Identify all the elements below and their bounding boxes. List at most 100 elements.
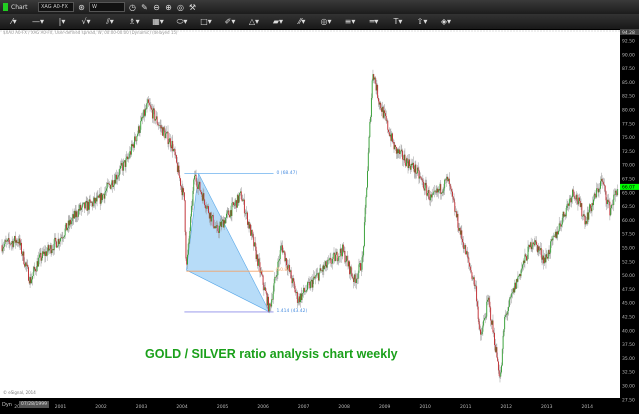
brush-icon[interactable]: ▰▾ — [272, 17, 284, 26]
candle — [66, 223, 68, 231]
candle — [170, 146, 172, 149]
candle — [387, 120, 389, 130]
x-tick-label: 2009 — [379, 404, 391, 410]
candle — [514, 282, 516, 293]
zoom-out-icon[interactable]: ⊖ — [153, 2, 160, 12]
candle — [53, 249, 54, 251]
candle — [10, 244, 12, 245]
pencil-icon[interactable]: ✎ — [141, 2, 148, 12]
candle — [213, 226, 215, 228]
candle — [290, 270, 292, 279]
candle — [49, 248, 51, 251]
x-tick-label: 2011 — [460, 404, 472, 410]
fib-icon[interactable]: ♗▾ — [128, 17, 140, 26]
triangle-icon[interactable]: △▾ — [248, 17, 260, 26]
candle — [16, 240, 18, 243]
ellipse-icon[interactable]: ⬭▾ — [176, 16, 188, 26]
candle — [400, 149, 402, 152]
y-tick-label: 47.50 — [622, 287, 635, 293]
candle — [509, 297, 511, 300]
candle — [462, 238, 464, 243]
candle — [394, 145, 396, 150]
candle — [148, 102, 150, 105]
date-box[interactable]: 07/28/1999 — [19, 401, 49, 408]
candle — [22, 251, 24, 256]
candle — [45, 251, 47, 256]
candle — [550, 239, 552, 242]
candle — [235, 200, 237, 203]
candle — [480, 329, 481, 335]
candle — [168, 142, 170, 145]
candle — [130, 144, 132, 155]
candle — [596, 188, 598, 198]
candle — [147, 99, 149, 104]
candle — [371, 80, 373, 98]
candle — [358, 264, 360, 273]
mode-label[interactable]: Dyn — [2, 402, 12, 408]
y-tick-label: 80.00 — [622, 108, 635, 114]
hline-icon[interactable]: —▾ — [31, 17, 44, 26]
clock-icon[interactable]: ◷ — [129, 2, 136, 12]
ray-icon[interactable]: ⁄⁄▾ — [298, 17, 306, 26]
candle — [276, 275, 278, 276]
candle — [396, 149, 398, 154]
tools-icon[interactable]: ⚒ — [188, 2, 197, 12]
arrow-icon[interactable]: ⇧▾ — [416, 17, 428, 26]
zoom-in-icon[interactable]: ⊕ — [165, 2, 172, 12]
bars-icon[interactable]: ═▾ — [369, 17, 379, 26]
candle — [494, 345, 496, 352]
candle — [463, 248, 465, 250]
plot-area — [0, 30, 620, 398]
candle — [206, 205, 208, 209]
candle — [526, 256, 527, 261]
candle — [243, 199, 245, 201]
candle — [132, 144, 134, 147]
candle — [92, 201, 94, 207]
candle — [353, 278, 354, 282]
candle — [94, 197, 96, 204]
candle — [17, 241, 19, 243]
rect-icon[interactable]: □▾ — [200, 17, 212, 26]
pencil-icon[interactable]: ✐▾ — [224, 17, 236, 26]
candle — [317, 273, 319, 274]
candle — [261, 274, 263, 276]
candle — [90, 201, 92, 203]
marker-icon[interactable]: ◈▾ — [440, 17, 452, 26]
x-tick-label: 2004 — [176, 404, 188, 410]
interval-select[interactable]: W — [89, 2, 125, 12]
target-icon[interactable]: ◎▾ — [320, 17, 332, 26]
candle — [124, 160, 126, 167]
candle — [30, 277, 32, 284]
symbol-input[interactable]: XAG A0-FX — [38, 2, 74, 12]
candle — [536, 241, 538, 245]
trend-icon[interactable]: √▾ — [81, 17, 91, 26]
candle — [426, 185, 428, 196]
candle — [442, 190, 444, 193]
grid-icon[interactable]: ▦▾ — [152, 17, 164, 26]
refresh-icon[interactable]: ◎ — [177, 2, 184, 12]
link-icon[interactable]: ⊛ — [78, 2, 85, 12]
candle — [455, 211, 457, 212]
candle — [112, 180, 114, 187]
candle — [518, 276, 520, 277]
candle — [389, 134, 391, 136]
candle — [61, 237, 63, 239]
chart-header: $XAU A0-FX / XAG A0-FX, User-defined spr… — [3, 30, 178, 35]
candle — [77, 209, 79, 217]
candle — [448, 178, 450, 182]
candle — [303, 287, 305, 293]
candle — [255, 246, 257, 260]
text-icon[interactable]: T▾ — [393, 17, 403, 26]
line-icon[interactable]: ⁄▾ — [11, 17, 17, 26]
candle — [527, 246, 529, 260]
candle — [594, 193, 596, 196]
candle — [307, 282, 308, 290]
candle — [83, 202, 85, 204]
candle — [300, 293, 301, 303]
channel-icon[interactable]: ⫽▾ — [106, 16, 114, 26]
candle — [167, 131, 169, 145]
vline-icon[interactable]: |▾ — [58, 17, 66, 26]
lines-icon[interactable]: ≡▾ — [344, 17, 356, 26]
candle — [254, 242, 255, 247]
